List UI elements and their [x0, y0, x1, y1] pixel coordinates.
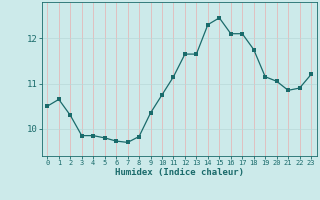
X-axis label: Humidex (Indice chaleur): Humidex (Indice chaleur) [115, 168, 244, 177]
